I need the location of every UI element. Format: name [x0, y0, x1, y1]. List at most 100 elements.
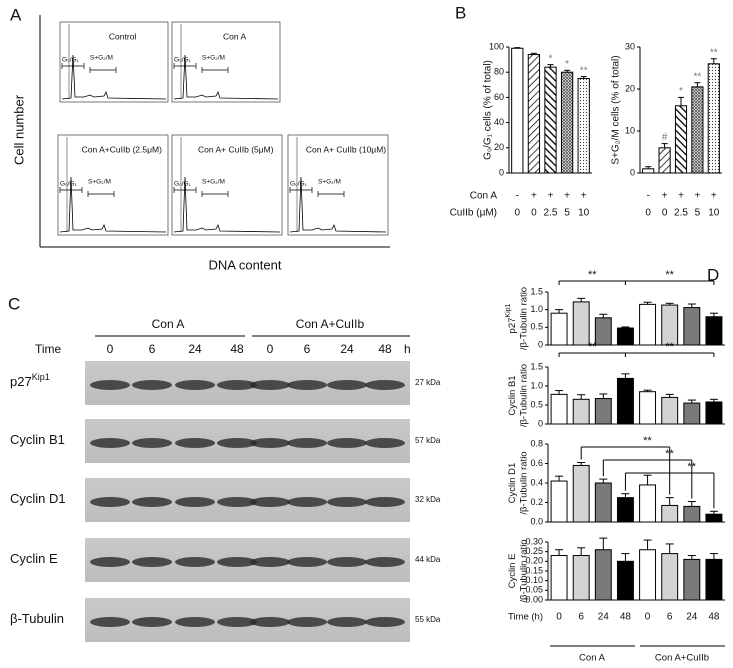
y-tick-label: 1.5 — [530, 286, 543, 296]
blot-band — [365, 380, 405, 390]
x-tick-label: 0 — [556, 612, 562, 623]
y-tick-label: 0.2 — [530, 497, 543, 507]
blot-band — [327, 557, 367, 567]
row-label: Cyclin E — [10, 551, 58, 566]
panel-label: A — [10, 5, 22, 24]
gate-label: G₀/G₁ — [62, 57, 80, 64]
bar — [683, 505, 701, 523]
blot-band — [217, 380, 257, 390]
blot-band — [250, 497, 290, 507]
x-tick-label: + — [694, 191, 700, 202]
blot-band — [217, 438, 257, 448]
significance: ** — [694, 71, 702, 82]
y-tick-label: 0.30 — [525, 536, 543, 546]
x-tick-label: 6 — [578, 612, 584, 623]
group-label: Con A — [152, 317, 185, 331]
x-tick-label: + — [548, 191, 554, 202]
y-tick-label: 10 — [625, 125, 635, 135]
x-tick-label: + — [662, 191, 668, 202]
y-tick-label: 40 — [494, 117, 504, 127]
time-value: 24 — [340, 342, 354, 356]
bar — [550, 480, 568, 523]
y-tick-label: 0.00 — [525, 594, 543, 604]
bar — [661, 304, 679, 346]
blot-band — [132, 617, 172, 627]
y-tick-label: 0.05 — [525, 585, 543, 595]
x-tick-label: 24 — [686, 612, 698, 623]
bar — [639, 391, 657, 425]
bar — [683, 307, 701, 346]
significance: ** — [665, 341, 674, 353]
blot-band — [132, 380, 172, 390]
axis-title: G₀/G₁ cells (% of total) — [483, 60, 494, 160]
axis-title: Time (h) — [508, 612, 543, 623]
panel-label: C — [8, 294, 20, 313]
bar — [705, 513, 723, 523]
time-value: 0 — [267, 342, 274, 356]
blot-band — [217, 557, 257, 567]
blot-band — [132, 438, 172, 448]
x-tick-label: 48 — [708, 612, 720, 623]
y-tick-label: 0.20 — [525, 556, 543, 566]
axis-title: Cyclin D1 — [507, 463, 518, 504]
axis-title: Cell number — [11, 94, 26, 165]
histogram-title: Con A+ CuIIb (10μM) — [306, 144, 386, 154]
bar — [705, 316, 723, 346]
gate-label: G₀/G₁ — [60, 181, 78, 188]
blot-band — [132, 557, 172, 567]
time-value: 6 — [304, 342, 311, 356]
blot-band — [90, 557, 130, 567]
x-tick-label: 0 — [662, 208, 668, 219]
y-tick-label: 0.8 — [530, 438, 543, 448]
time-value: 6 — [149, 342, 156, 356]
time-value: 0 — [107, 342, 114, 356]
x-tick-label: 0 — [645, 208, 651, 219]
y-tick-label: 100 — [489, 41, 504, 51]
axis-title: Cyclin E — [507, 554, 518, 589]
blot-band — [175, 617, 215, 627]
row-label: Cyclin B1 — [10, 432, 65, 447]
blot-band — [287, 438, 327, 448]
y-tick-label: 0.5 — [530, 399, 543, 409]
x-tick-label: 2.5 — [544, 208, 558, 219]
bar — [560, 71, 574, 174]
y-tick-label: 1.0 — [530, 304, 543, 314]
y-tick-label: 0.5 — [530, 322, 543, 332]
bar — [527, 54, 541, 174]
histogram-trace — [289, 176, 387, 233]
histogram-frame — [57, 134, 169, 236]
blot-band — [132, 497, 172, 507]
blot-band — [90, 438, 130, 448]
histogram-frame — [287, 134, 389, 236]
x-tick-label: + — [564, 191, 570, 202]
size-label: 57 kDa — [415, 436, 441, 445]
blot-band — [365, 557, 405, 567]
size-label: 27 kDa — [415, 378, 441, 387]
y-tick-label: 0.10 — [525, 575, 543, 585]
axis-title: /β-Tubulin ratio — [519, 451, 530, 514]
histogram-title: Con A+ CuIIb (5μM) — [198, 144, 274, 154]
histogram-title: Con A — [223, 31, 246, 41]
blot-band — [327, 438, 367, 448]
blot-band — [365, 617, 405, 627]
x-tick-label: 0 — [531, 208, 537, 219]
axis-title: /β-Tubulin ratio — [519, 287, 530, 350]
x-tick-label: 10 — [578, 208, 590, 219]
significance: # — [662, 132, 668, 143]
x-tick-label: 2.5 — [674, 208, 688, 219]
x-tick-label: 6 — [667, 612, 673, 623]
significance: ** — [710, 47, 718, 58]
axis-title: DNA content — [209, 257, 282, 272]
size-label: 32 kDa — [415, 495, 441, 504]
bar — [594, 482, 612, 523]
bar — [544, 66, 557, 174]
y-tick-label: 0.4 — [530, 477, 543, 487]
histogram-frame — [59, 21, 169, 103]
x-tick-label: + — [581, 191, 587, 202]
time-value: 24 — [188, 342, 202, 356]
group-label: Con A — [579, 653, 606, 664]
blot-band — [175, 380, 215, 390]
panel-label: B — [455, 3, 466, 22]
histogram-frame — [171, 21, 281, 103]
